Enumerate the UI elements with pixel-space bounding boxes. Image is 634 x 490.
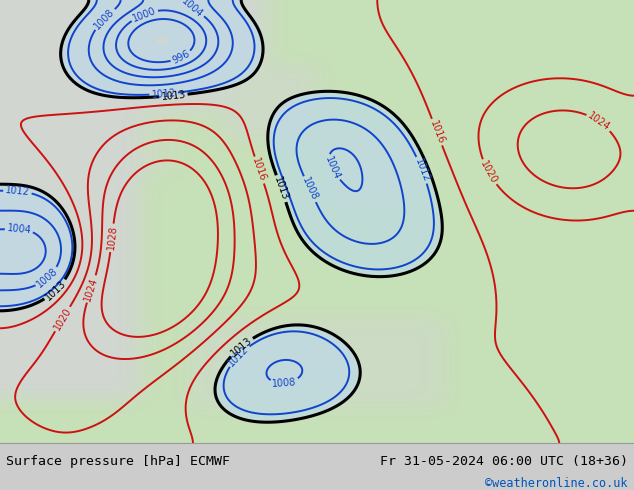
Text: 1020: 1020 [52, 306, 73, 332]
Text: 1004: 1004 [180, 0, 205, 20]
Text: 1004: 1004 [6, 223, 32, 235]
Text: 1012: 1012 [226, 343, 251, 368]
Text: Fr 31-05-2024 06:00 UTC (18+36): Fr 31-05-2024 06:00 UTC (18+36) [380, 455, 628, 467]
Text: ©weatheronline.co.uk: ©weatheronline.co.uk [485, 476, 628, 490]
Text: 1024: 1024 [586, 111, 612, 133]
Text: 1016: 1016 [250, 157, 268, 183]
Text: 1013: 1013 [161, 90, 186, 101]
Text: 1012: 1012 [5, 185, 30, 197]
Text: 1016: 1016 [428, 119, 446, 146]
Text: 1020: 1020 [479, 159, 499, 186]
Text: 1024: 1024 [83, 276, 100, 302]
Text: 1013: 1013 [229, 335, 254, 358]
Text: 996: 996 [171, 49, 191, 66]
Text: 1008: 1008 [35, 266, 60, 290]
Text: 1008: 1008 [300, 176, 320, 202]
Text: 1012: 1012 [413, 157, 431, 183]
Text: 1013: 1013 [273, 175, 290, 202]
Text: 1012: 1012 [151, 88, 176, 100]
Text: 1008: 1008 [272, 377, 297, 389]
Text: 1028: 1028 [106, 225, 119, 251]
FancyBboxPatch shape [0, 443, 634, 490]
Text: 1004: 1004 [323, 155, 342, 181]
Text: 1008: 1008 [93, 6, 117, 31]
Text: 1013: 1013 [43, 278, 68, 302]
Text: Surface pressure [hPa] ECMWF: Surface pressure [hPa] ECMWF [6, 455, 230, 467]
Text: 1000: 1000 [131, 5, 157, 24]
